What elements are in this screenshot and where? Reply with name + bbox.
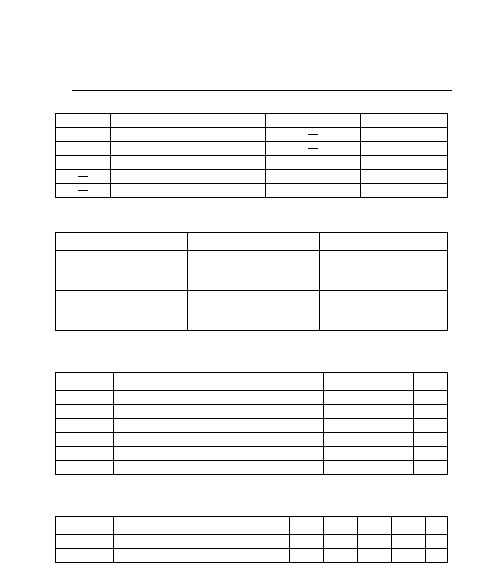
table-row [56,461,448,475]
cell [56,184,111,198]
dash-icon [308,148,318,150]
table-row [56,535,448,549]
table-row [56,391,448,405]
dash-icon [308,134,318,136]
cell [320,251,448,291]
table-row [56,405,448,419]
cell [361,114,448,128]
cell [266,156,361,170]
table-row [56,433,448,447]
table-row [56,114,448,128]
cell [111,128,266,142]
cell [56,233,188,251]
table-row [56,184,448,198]
dash-icon [78,190,88,192]
table-row [56,233,448,251]
cell [266,184,361,198]
table-row [56,156,448,170]
cell [266,128,361,142]
cell [361,184,448,198]
cell [111,142,266,156]
table-4 [55,516,448,563]
page [0,0,500,566]
table-row [56,549,448,563]
table-3 [55,372,448,475]
cell [56,291,188,331]
table-row [56,373,448,391]
dash-icon [78,176,88,178]
cell [111,114,266,128]
table-row [56,128,448,142]
cell [111,170,266,184]
cell [361,142,448,156]
cell [188,251,320,291]
cell [56,156,111,170]
cell [320,233,448,251]
table-1 [55,113,448,198]
cell [320,291,448,331]
cell [56,114,111,128]
table-row [56,447,448,461]
cell [361,170,448,184]
cell [266,170,361,184]
table-row [56,291,448,331]
table-row [56,419,448,433]
cell [56,170,111,184]
cell [188,233,320,251]
cell [188,291,320,331]
table-row [56,142,448,156]
title-rule [72,90,452,91]
cell [111,156,266,170]
cell [361,156,448,170]
table-row [56,517,448,535]
table-row [56,170,448,184]
cell [56,142,111,156]
cell [111,184,266,198]
cell [361,128,448,142]
cell [266,142,361,156]
table-2 [55,232,448,331]
table-row [56,251,448,291]
cell [56,128,111,142]
cell [266,114,361,128]
cell [56,251,188,291]
